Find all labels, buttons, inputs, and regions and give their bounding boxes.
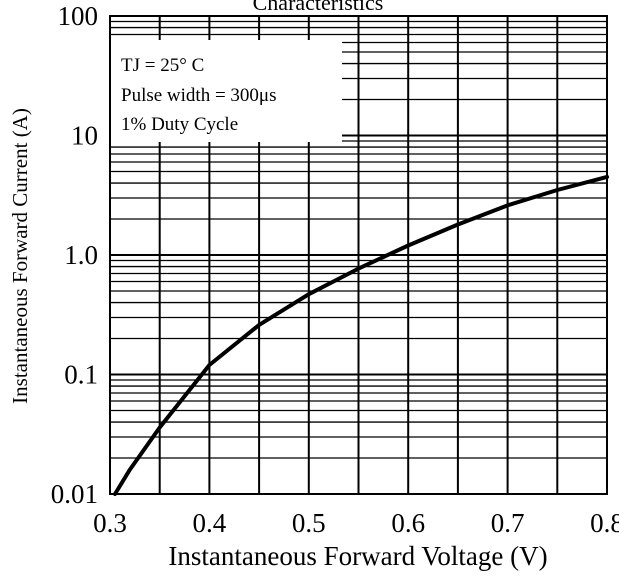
annotation-line-2: Pulse width = 300μs <box>121 85 277 106</box>
y-tick-label: 100 <box>58 1 99 31</box>
x-tick-label: 0.8 <box>590 508 619 538</box>
y-tick-label: 10 <box>71 121 98 151</box>
plot-frame <box>109 15 608 495</box>
x-tick-label: 0.4 <box>193 508 227 538</box>
annotation-line-3: 1% Duty Cycle <box>121 114 238 135</box>
x-tick-label: 0.3 <box>93 508 127 538</box>
x-tick-label: 0.5 <box>292 508 326 538</box>
x-tick-label: 0.7 <box>491 508 525 538</box>
annotation-background <box>110 40 342 142</box>
y-tick-label: 1.0 <box>64 240 98 270</box>
x-tick-labels: 0.3 0.4 0.5 0.6 0.7 0.8 <box>93 508 619 538</box>
curve-layer <box>113 174 609 496</box>
annotation-box: TJ = 25° C Pulse width = 300μs 1% Duty C… <box>110 40 342 142</box>
y-tick-labels: 0.01 0.1 1.0 10 100 <box>51 1 98 509</box>
y-tick-label: 0.1 <box>64 360 98 390</box>
x-axis-title: Instantaneous Forward Voltage (V) <box>168 541 547 571</box>
chart-title: Characteristics <box>253 0 384 15</box>
annotation-line-1: TJ = 25° C <box>121 55 204 76</box>
y-axis-title: Instantaneous Forward Current (A) <box>8 108 32 404</box>
y-tick-label: 0.01 <box>51 479 98 509</box>
forward-current-curve <box>113 174 609 496</box>
x-tick-label: 0.6 <box>391 508 425 538</box>
